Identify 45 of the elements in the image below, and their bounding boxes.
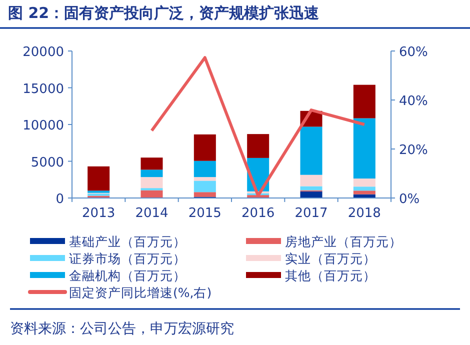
text: 资料来源：公司公告，申万宏源研究 <box>10 321 234 337</box>
bar <box>194 160 216 178</box>
legend-label: 金融机构（百万元） <box>69 268 186 283</box>
bar <box>247 134 270 158</box>
y-tick-label: 0 <box>56 192 64 207</box>
y2-tick-label: 60% <box>399 45 428 60</box>
x-tick-label: 2017 <box>294 206 328 221</box>
legend-label: 基础产业（百万元） <box>69 234 186 249</box>
bar <box>300 191 322 198</box>
bar <box>353 190 376 194</box>
y-tick-label: 20000 <box>22 45 64 60</box>
bar <box>353 186 376 191</box>
y-tick-label: 10000 <box>22 118 64 134</box>
bar <box>140 177 163 188</box>
bar <box>140 170 163 178</box>
legend-label: 实业（百万元） <box>285 251 376 266</box>
legend-label: 固定资产同比增速(%,右) <box>69 285 212 300</box>
x-tick-label: 2016 <box>242 206 275 221</box>
bar <box>194 134 216 161</box>
bar <box>194 180 216 192</box>
y2-tick-label: 40% <box>399 94 428 109</box>
legend-label: 房地产业（百万元） <box>285 234 402 249</box>
chart-title: 图 22：固有资产投向广泛，资产规模扩张迅速 <box>8 4 320 22</box>
y2-tick-label: 0% <box>399 192 420 207</box>
bar <box>140 158 163 170</box>
x-tick-label: 2013 <box>82 206 116 221</box>
y-tick-label: 15000 <box>22 82 64 97</box>
bar <box>300 186 322 190</box>
bar <box>353 178 376 187</box>
bar <box>353 84 376 118</box>
bar <box>300 126 322 175</box>
bar <box>300 174 322 186</box>
bar <box>88 166 110 191</box>
bar <box>194 192 216 197</box>
x-tick-label: 2014 <box>135 206 168 221</box>
legend-label: 其他（百万元） <box>285 268 376 283</box>
bar <box>194 177 216 181</box>
y2-tick-label: 20% <box>399 143 428 158</box>
x-tick-label: 2018 <box>348 206 381 221</box>
bar <box>140 190 163 198</box>
x-tick-label: 2015 <box>188 206 222 221</box>
y-tick-label: 5000 <box>30 155 64 170</box>
legend-label: 证券市场（百万元） <box>69 251 186 266</box>
line-series <box>150 56 366 198</box>
bar <box>353 118 376 179</box>
